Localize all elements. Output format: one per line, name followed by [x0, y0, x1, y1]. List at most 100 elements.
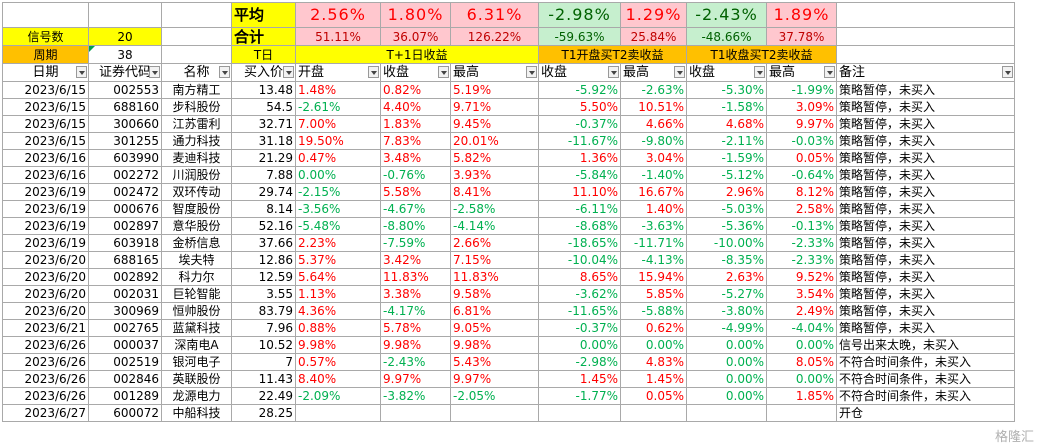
cell-t1-open[interactable]: 5.64% [295, 268, 381, 286]
cell-t1-open[interactable]: 0.57% [295, 353, 381, 371]
cell-note[interactable]: 策略暂停，未买入 [836, 251, 1015, 269]
cell-t1-close[interactable]: 9.98% [380, 336, 451, 354]
cell-g3-high[interactable]: 9.52% [766, 268, 837, 286]
cell-t1-open[interactable]: -2.61% [295, 98, 381, 116]
cell-t1-close[interactable]: -4.67% [380, 200, 451, 218]
cell-name[interactable]: 英联股份 [161, 370, 232, 388]
cell-t1-close[interactable]: -4.17% [380, 302, 451, 320]
cell-t1-open[interactable]: 4.36% [295, 302, 381, 320]
filter-dropdown-icon[interactable] [76, 66, 87, 78]
t-day-label[interactable]: T日 [231, 45, 296, 64]
cell-g2-close[interactable]: -2.98% [538, 353, 621, 371]
cell-t1-close[interactable]: 5.58% [380, 183, 451, 201]
cell-note[interactable]: 策略暂停，未买入 [836, 200, 1015, 218]
cell-price[interactable]: 13.48 [231, 81, 296, 99]
cell-t1-open[interactable]: 0.88% [295, 319, 381, 337]
cell-g2-high[interactable]: -4.13% [620, 251, 687, 269]
cell-price[interactable]: 21.29 [231, 149, 296, 167]
cell-note[interactable]: 策略暂停，未买入 [836, 81, 1015, 99]
cell-date[interactable]: 2023/6/19 [2, 217, 89, 235]
header-price[interactable]: 买入价 [231, 63, 296, 82]
cell-date[interactable]: 2023/6/27 [2, 404, 89, 422]
cell-empty[interactable] [161, 45, 232, 64]
cell-t1-open[interactable] [295, 404, 381, 422]
total-g3-close[interactable]: -48.66% [686, 27, 767, 46]
cell-t1-close[interactable]: 4.40% [380, 98, 451, 116]
total-t1-close[interactable]: 36.07% [380, 27, 451, 46]
cell-t1-close[interactable]: 11.83% [380, 268, 451, 286]
cell-price[interactable]: 54.5 [231, 98, 296, 116]
cell-t1-close[interactable]: 5.78% [380, 319, 451, 337]
cell-date[interactable]: 2023/6/21 [2, 319, 89, 337]
cell-g3-close[interactable] [686, 404, 767, 422]
cell-g2-high[interactable]: -5.88% [620, 302, 687, 320]
cell-g3-close[interactable]: -1.59% [686, 149, 767, 167]
cell-price[interactable]: 8.14 [231, 200, 296, 218]
cell-name[interactable]: 金桥信息 [161, 234, 232, 252]
cell-g2-high[interactable]: 0.05% [620, 387, 687, 405]
cell-t1-close[interactable]: 3.38% [380, 285, 451, 303]
filter-dropdown-icon[interactable] [674, 66, 685, 78]
cell-t1-open[interactable]: 0.00% [295, 166, 381, 184]
cell-date[interactable]: 2023/6/16 [2, 166, 89, 184]
cell-code[interactable]: 001289 [88, 387, 162, 405]
cell-g2-close[interactable]: 0.00% [538, 336, 621, 354]
cell-g2-high[interactable]: 15.94% [620, 268, 687, 286]
avg-label[interactable]: 平均 [231, 2, 296, 28]
cell-g2-close[interactable]: 1.36% [538, 149, 621, 167]
header-name[interactable]: 名称 [161, 63, 232, 82]
cell-code[interactable]: 688165 [88, 251, 162, 269]
cell-code[interactable]: 600072 [88, 404, 162, 422]
cell-note[interactable]: 不符合时间条件，未买入 [836, 387, 1015, 405]
header-t1-close[interactable]: 收盘 [380, 63, 451, 82]
cell-note[interactable]: 策略暂停，未买入 [836, 285, 1015, 303]
cell-empty[interactable] [161, 2, 232, 28]
cell-t1-close[interactable]: -2.43% [380, 353, 451, 371]
cell-t1-high[interactable]: 5.19% [450, 81, 539, 99]
filter-dropdown-icon[interactable] [283, 66, 294, 78]
cell-date[interactable]: 2023/6/26 [2, 336, 89, 354]
cell-g3-close[interactable]: 2.96% [686, 183, 767, 201]
avg-t1-high[interactable]: 6.31% [450, 2, 539, 28]
cell-t1-high[interactable]: 8.41% [450, 183, 539, 201]
cell-g3-close[interactable]: -1.58% [686, 98, 767, 116]
cell-t1-high[interactable]: 9.05% [450, 319, 539, 337]
cell-code[interactable]: 002897 [88, 217, 162, 235]
cell-code[interactable]: 000676 [88, 200, 162, 218]
cell-note[interactable]: 策略暂停，未买入 [836, 217, 1015, 235]
filter-dropdown-icon[interactable] [149, 66, 160, 78]
cell-g3-high[interactable]: 8.05% [766, 353, 837, 371]
cell-name[interactable]: 巨轮智能 [161, 285, 232, 303]
cell-code[interactable]: 688160 [88, 98, 162, 116]
cell-t1-close[interactable]: 7.83% [380, 132, 451, 150]
filter-dropdown-icon[interactable] [1002, 66, 1013, 78]
cell-name[interactable]: 川润股份 [161, 166, 232, 184]
cell-t1-close[interactable]: -3.82% [380, 387, 451, 405]
cell-date[interactable]: 2023/6/20 [2, 251, 89, 269]
cell-note[interactable]: 信号出来太晚，未买入 [836, 336, 1015, 354]
cell-g2-high[interactable]: -2.63% [620, 81, 687, 99]
cell-g3-high[interactable]: 3.54% [766, 285, 837, 303]
cell-g2-high[interactable]: 5.85% [620, 285, 687, 303]
cell-g3-close[interactable]: -8.35% [686, 251, 767, 269]
cell-code[interactable]: 002892 [88, 268, 162, 286]
cell-t1-open[interactable]: 8.40% [295, 370, 381, 388]
signal-label[interactable]: 信号数 [2, 27, 89, 46]
cell-note[interactable]: 策略暂停，未买入 [836, 98, 1015, 116]
cell-t1-open[interactable]: 7.00% [295, 115, 381, 133]
cell-g2-high[interactable]: 0.62% [620, 319, 687, 337]
cell-date[interactable]: 2023/6/19 [2, 183, 89, 201]
cell-t1-close[interactable]: -7.59% [380, 234, 451, 252]
cell-t1-open[interactable]: 0.47% [295, 149, 381, 167]
cell-date[interactable]: 2023/6/26 [2, 353, 89, 371]
signal-value[interactable]: 20 [88, 27, 162, 46]
cell-g2-close[interactable]: -5.84% [538, 166, 621, 184]
cell-empty[interactable] [836, 45, 1015, 64]
cell-g3-high[interactable]: 0.05% [766, 149, 837, 167]
cell-name[interactable]: 中船科技 [161, 404, 232, 422]
cell-g3-high[interactable]: 1.85% [766, 387, 837, 405]
cell-empty[interactable] [2, 2, 89, 28]
cell-code[interactable]: 002846 [88, 370, 162, 388]
cell-t1-high[interactable]: 11.83% [450, 268, 539, 286]
cell-g3-high[interactable]: -0.64% [766, 166, 837, 184]
